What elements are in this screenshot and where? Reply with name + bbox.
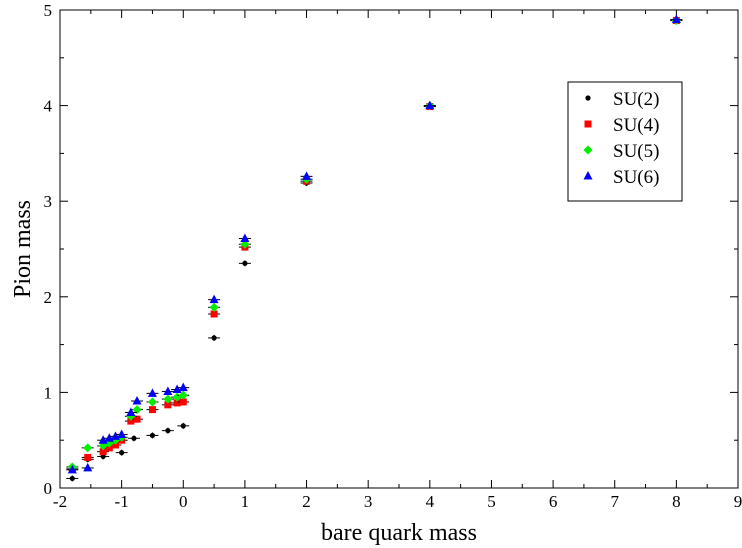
data-point [127, 417, 135, 425]
data-points [66, 14, 683, 482]
x-tick-label: 5 [487, 492, 496, 511]
x-tick-label: 9 [734, 492, 742, 511]
legend-marker [583, 145, 593, 155]
data-point [133, 415, 141, 423]
data-point [165, 428, 171, 434]
data-point [147, 397, 157, 407]
y-tick-label: 5 [44, 1, 53, 20]
legend-label: SU(6) [613, 167, 659, 188]
data-point [671, 14, 681, 24]
data-point [126, 407, 136, 416]
data-point [83, 462, 93, 472]
x-tick-label: 4 [426, 492, 435, 511]
legend-entry: SU(4) [584, 115, 659, 136]
y-tick-label: 0 [44, 479, 53, 498]
x-axis-title: bare quark mass [321, 520, 477, 546]
data-point [149, 432, 156, 439]
x-tick-label: -1 [115, 492, 129, 511]
series-triangle [66, 14, 683, 474]
data-point [131, 435, 137, 441]
data-point [147, 388, 157, 397]
data-point [148, 406, 156, 414]
data-point [163, 386, 173, 395]
data-point [105, 444, 113, 452]
data-point [302, 171, 312, 180]
legend-label: SU(2) [613, 89, 659, 110]
data-point [111, 441, 119, 449]
legend-label: SU(5) [613, 141, 659, 162]
x-tick-label: 2 [302, 492, 311, 511]
data-point [173, 399, 181, 407]
data-point [209, 302, 219, 312]
x-tick-label: -2 [53, 492, 67, 511]
data-point [132, 405, 142, 415]
data-point [67, 464, 77, 474]
x-tick-label: 7 [610, 492, 619, 511]
plot-frame [59, 9, 739, 489]
x-tick-label: 1 [241, 492, 250, 511]
legend-marker [583, 171, 593, 180]
data-point [209, 294, 219, 304]
legend-marker [584, 120, 592, 128]
legend-entry: SU(2) [585, 89, 659, 110]
data-point [117, 429, 127, 438]
data-point [178, 382, 188, 392]
tick-labels: -2 -1 0 1 2 3 4 5 6 7 8 9 0 1 2 3 4 5 [44, 1, 742, 511]
data-point [163, 394, 173, 404]
y-tick-label: 2 [44, 288, 53, 307]
x-tick-label: 8 [672, 492, 681, 511]
data-point [242, 260, 248, 266]
data-point [69, 475, 75, 482]
data-point [164, 401, 172, 409]
x-tick-label: 3 [364, 492, 373, 511]
y-tick-label: 1 [44, 383, 53, 402]
legend-entry: SU(6) [583, 167, 659, 188]
data-point [119, 450, 125, 456]
legend-entry: SU(5) [583, 141, 659, 162]
data-point [179, 398, 187, 406]
data-point [211, 335, 217, 341]
data-point [99, 448, 107, 456]
legend-box [567, 81, 683, 202]
legend-label: SU(4) [613, 115, 659, 136]
data-point [425, 100, 435, 110]
data-point [132, 396, 142, 405]
legend: SU(2) SU(4) SU(5) SU(6) [567, 81, 683, 202]
y-tick-label: 3 [44, 192, 53, 211]
legend-marker [585, 95, 591, 101]
data-point [210, 310, 218, 318]
x-tick-label: 6 [549, 492, 558, 511]
data-point [240, 233, 250, 242]
data-point [84, 453, 92, 461]
x-tick-label: 0 [179, 492, 188, 511]
y-tick-label: 4 [44, 97, 53, 116]
y-axis-title: Pion mass [10, 200, 36, 298]
data-point [83, 443, 93, 453]
data-point [180, 423, 186, 429]
